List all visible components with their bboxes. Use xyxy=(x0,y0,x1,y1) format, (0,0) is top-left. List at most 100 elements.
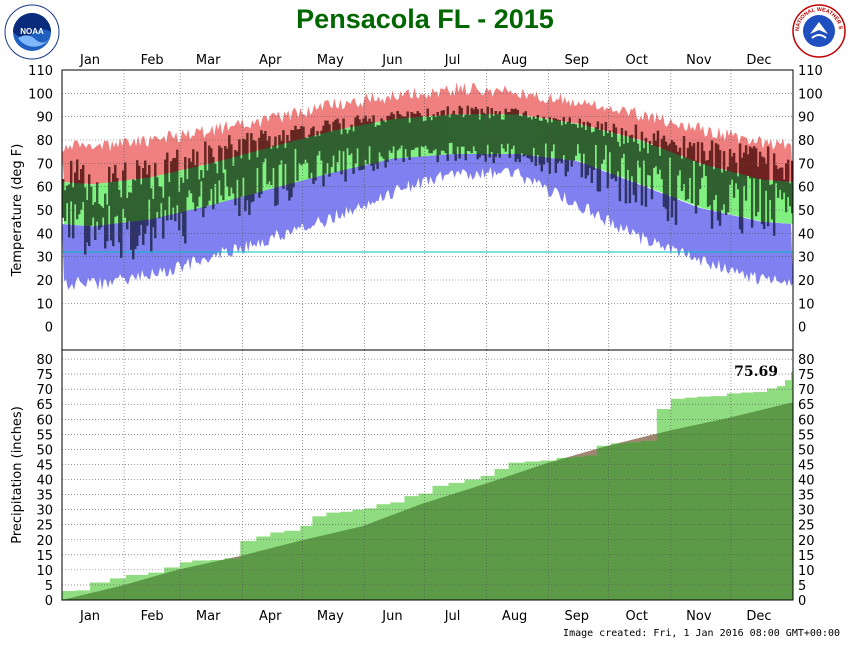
precip-tick-label: 80 xyxy=(36,353,53,368)
precip-tick-label: 70 xyxy=(36,383,53,398)
daily-temperature-bar xyxy=(200,170,203,182)
above-normal-segment xyxy=(224,146,227,160)
below-normal-segment xyxy=(166,215,169,221)
below-normal-segment xyxy=(694,206,698,214)
below-normal-segment xyxy=(202,207,205,218)
daily-temperature-bar xyxy=(724,170,728,215)
above-normal-segment xyxy=(442,110,445,116)
above-normal-segment xyxy=(122,170,125,181)
daily-temperature-bar xyxy=(760,156,764,225)
daily-temperature-bar xyxy=(310,128,313,173)
daily-temperature-bar xyxy=(276,148,279,205)
daily-temperature-bar xyxy=(136,160,139,246)
precip-tick-label: 55 xyxy=(36,428,53,443)
below-normal-segment xyxy=(588,165,592,168)
daily-temperature-bar xyxy=(358,119,361,171)
daily-temperature-bar xyxy=(576,127,580,145)
daily-temperature-bar xyxy=(398,114,401,149)
below-normal-segment xyxy=(446,154,449,161)
above-normal-segment xyxy=(264,131,267,149)
above-normal-segment xyxy=(308,134,311,137)
below-normal-segment xyxy=(738,216,742,230)
daily-temperature-bar xyxy=(588,123,592,168)
temperature-panel xyxy=(62,82,794,291)
daily-temperature-bar xyxy=(394,118,397,161)
daily-temperature-bar xyxy=(388,115,391,151)
daily-temperature-bar xyxy=(736,176,740,190)
daily-temperature-bar xyxy=(578,118,582,154)
daily-temperature-bar xyxy=(232,165,235,194)
daily-temperature-bar xyxy=(482,112,485,156)
daily-temperature-bar xyxy=(306,138,309,163)
above-normal-segment xyxy=(74,172,77,183)
daily-temperature-bar xyxy=(226,148,229,187)
daily-temperature-bar xyxy=(116,177,119,216)
below-normal-segment xyxy=(612,174,616,178)
daily-temperature-bar xyxy=(694,160,698,214)
above-normal-segment xyxy=(136,160,139,180)
above-normal-segment xyxy=(236,151,239,157)
above-normal-segment xyxy=(446,106,449,115)
precip-tick-label: 50 xyxy=(36,443,53,458)
above-normal-segment xyxy=(410,111,413,118)
daily-temperature-bar xyxy=(90,186,93,226)
above-normal-segment xyxy=(416,111,419,118)
daily-temperature-bar xyxy=(496,114,499,154)
month-tick-label: Jan xyxy=(79,609,100,624)
daily-temperature-bar xyxy=(260,130,263,194)
below-normal-segment xyxy=(518,154,521,163)
above-normal-segment xyxy=(176,149,179,172)
above-normal-segment xyxy=(220,147,223,161)
below-normal-segment xyxy=(584,164,588,179)
daily-temperature-bar xyxy=(410,111,413,151)
daily-temperature-bar xyxy=(240,158,243,197)
daily-temperature-bar xyxy=(66,185,69,204)
daily-temperature-bar xyxy=(268,136,271,182)
below-normal-segment xyxy=(246,195,249,201)
daily-temperature-bar xyxy=(660,138,664,180)
below-normal-segment xyxy=(408,157,411,160)
daily-temperature-bar xyxy=(80,169,83,210)
daily-temperature-bar xyxy=(126,198,129,230)
daily-temperature-bar xyxy=(784,163,788,213)
daily-temperature-bar xyxy=(366,121,369,164)
above-normal-segment xyxy=(470,107,473,115)
above-normal-segment xyxy=(672,142,676,154)
above-normal-segment xyxy=(402,116,405,119)
above-normal-segment xyxy=(664,141,668,151)
daily-temperature-bar xyxy=(230,144,233,188)
daily-temperature-bar xyxy=(312,126,315,184)
above-normal-segment xyxy=(718,150,722,169)
daily-temperature-bar xyxy=(332,121,335,156)
daily-temperature-bar xyxy=(648,141,652,176)
above-normal-segment xyxy=(144,160,147,179)
above-normal-segment xyxy=(244,139,247,155)
above-normal-segment xyxy=(660,138,664,149)
above-normal-segment xyxy=(406,111,409,118)
daily-temperature-bar xyxy=(440,110,443,151)
below-normal-segment xyxy=(522,154,525,157)
below-normal-segment xyxy=(152,218,155,228)
daily-temperature-bar xyxy=(502,119,505,149)
daily-temperature-bar xyxy=(274,136,277,206)
daily-temperature-bar xyxy=(768,184,772,200)
daily-temperature-bar xyxy=(468,115,471,152)
above-normal-segment xyxy=(552,118,555,120)
below-normal-segment xyxy=(234,198,237,206)
daily-temperature-bar xyxy=(782,179,786,193)
above-normal-segment xyxy=(274,136,277,146)
above-normal-segment xyxy=(514,108,517,115)
plot-frame xyxy=(61,69,794,601)
daily-temperature-bar xyxy=(432,114,435,151)
daily-temperature-bar xyxy=(288,141,291,201)
daily-temperature-bar xyxy=(448,117,451,144)
above-normal-segment xyxy=(418,113,421,118)
daily-temperature-bar xyxy=(726,166,730,213)
below-normal-segment xyxy=(436,155,439,163)
below-normal-segment xyxy=(394,158,397,161)
daily-temperature-bar xyxy=(490,108,493,152)
above-normal-segment xyxy=(436,112,439,116)
daily-temperature-bar xyxy=(542,116,545,165)
daily-temperature-bar xyxy=(242,138,245,178)
above-normal-segment xyxy=(512,109,515,115)
